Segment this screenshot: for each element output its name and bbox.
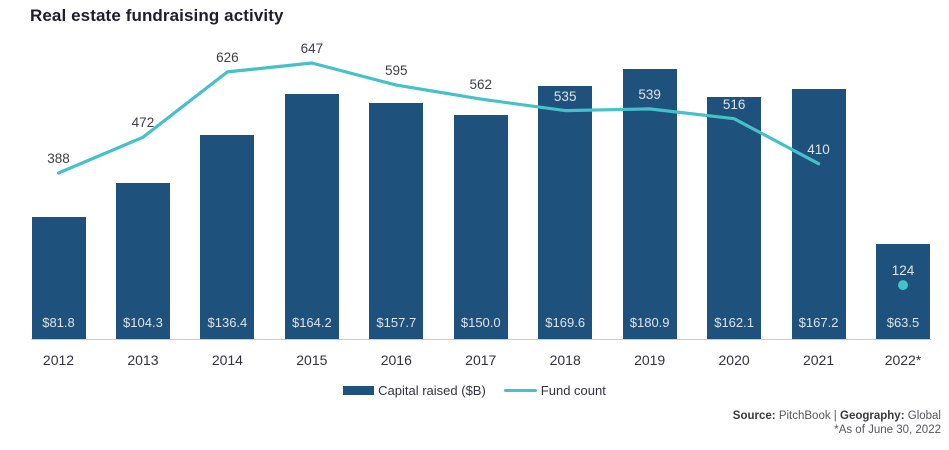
x-axis-line	[31, 339, 931, 340]
capital-raised-bar	[707, 96, 762, 339]
line-swatch-icon	[503, 389, 537, 392]
x-axis-year-label: 2017	[465, 352, 497, 368]
capital-raised-value-label: $180.9	[629, 315, 670, 330]
source-note: Source: PitchBook | Geography: Global *A…	[733, 409, 941, 437]
fund-count-value-label: 516	[722, 96, 746, 112]
capital-raised-bar	[31, 216, 86, 339]
fund-count-value-label: 595	[385, 63, 408, 79]
capital-raised-value-label: $157.7	[376, 315, 417, 330]
fund-count-value-label: 410	[807, 141, 830, 157]
x-axis-year-label: 2013	[127, 352, 159, 368]
capital-raised-bar	[876, 244, 930, 339]
capital-raised-value-label: $169.6	[545, 315, 586, 330]
capital-raised-bar	[369, 103, 424, 339]
legend-label-fund-count: Fund count	[540, 383, 606, 398]
fund-count-polyline	[56, 61, 821, 175]
x-axis-year-label: 2012	[42, 352, 75, 368]
separator: |	[833, 410, 837, 422]
fund-count-value-label: 535	[553, 88, 577, 104]
footnote: *As of June 30, 2022	[834, 424, 941, 436]
legend-item-capital-raised: Capital raised ($B)	[343, 383, 486, 398]
capital-raised-value-label: $136.4	[207, 315, 248, 330]
capital-raised-bar	[538, 85, 593, 339]
capital-raised-value-label: $81.8	[42, 315, 75, 330]
capital-raised-bar	[622, 68, 677, 339]
fund-count-value-label: 626	[216, 49, 239, 65]
fund-count-value-label: 388	[47, 151, 70, 167]
capital-raised-bar	[200, 135, 255, 339]
chart-title: Real estate fundraising activity	[30, 6, 284, 25]
capital-raised-bar	[453, 114, 508, 339]
capital-raised-bar	[115, 183, 170, 339]
x-axis-year-label: 2021	[802, 352, 835, 368]
fund-count-value-label: 647	[300, 41, 324, 57]
x-axis-year-label: 2014	[211, 352, 243, 368]
source-label: Source:	[732, 410, 776, 422]
x-axis-year-label: 2022*	[884, 352, 922, 368]
capital-raised-value-label: $164.2	[291, 315, 332, 330]
capital-raised-bar	[791, 89, 846, 339]
capital-raised-value-label: $167.2	[798, 315, 839, 330]
geography-label: Geography:	[840, 410, 905, 422]
legend-label-capital-raised: Capital raised ($B)	[378, 383, 486, 398]
x-axis-year-label: 2016	[380, 352, 412, 368]
geography-value: Global	[907, 410, 941, 422]
capital-raised-value-label: $162.1	[714, 315, 754, 330]
chart-legend: Capital raised ($B) Fund count	[0, 383, 949, 398]
source-line: Source: PitchBook | Geography: Global	[733, 409, 941, 423]
x-axis-year-label: 2019	[634, 352, 666, 368]
x-axis-year-label: 2015	[296, 352, 328, 368]
bar-swatch-icon	[343, 386, 375, 395]
legend-item-fund-count: Fund count	[503, 383, 606, 398]
fund-count-value-label: 562	[469, 77, 493, 93]
capital-raised-value-label: $63.5	[886, 315, 920, 330]
fund-count-value-label: 472	[131, 115, 155, 131]
source-value: PitchBook	[778, 410, 831, 422]
fund-count-value-label: 539	[638, 86, 661, 102]
x-axis-year-label: 2018	[549, 352, 581, 368]
fund-count-value-label: 124	[891, 263, 915, 279]
capital-raised-value-label: $104.3	[123, 315, 163, 330]
capital-raised-value-label: $150.0	[460, 315, 501, 330]
x-axis-year-label: 2020	[718, 352, 750, 368]
capital-raised-bar	[284, 93, 339, 339]
